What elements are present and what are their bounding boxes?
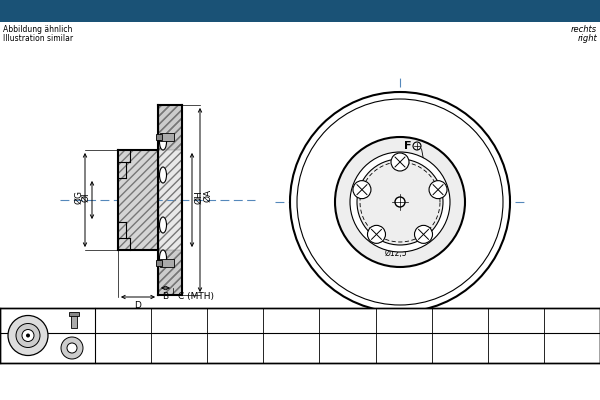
Ellipse shape	[160, 167, 167, 183]
Bar	[158, 250, 182, 295]
Text: G: G	[455, 314, 464, 327]
Text: F: F	[404, 141, 412, 151]
Text: ØA: ØA	[203, 188, 212, 202]
Bar	[158, 105, 182, 150]
Text: E: E	[343, 314, 352, 327]
Ellipse shape	[160, 250, 167, 266]
Text: ØH: ØH	[194, 190, 203, 204]
Circle shape	[395, 197, 405, 207]
Text: ØI: ØI	[81, 192, 90, 202]
Circle shape	[67, 343, 77, 353]
Circle shape	[16, 324, 40, 348]
Text: rechts: rechts	[571, 25, 597, 34]
Text: A: A	[118, 314, 128, 327]
Text: ØE: ØE	[405, 187, 421, 197]
Circle shape	[290, 92, 510, 312]
Text: 79,0: 79,0	[448, 343, 471, 353]
Circle shape	[22, 330, 34, 342]
Text: Illustration similar: Illustration similar	[3, 34, 73, 43]
Circle shape	[357, 159, 443, 245]
Circle shape	[367, 225, 385, 243]
Text: F(x): F(x)	[391, 314, 417, 327]
Ellipse shape	[160, 134, 167, 150]
Bar	[158, 105, 182, 295]
Text: C (MTH): C (MTH)	[178, 292, 214, 301]
Ellipse shape	[160, 217, 167, 233]
Bar	[160, 133, 174, 141]
Bar	[118, 150, 158, 250]
Text: right: right	[577, 34, 597, 43]
Text: 155,0: 155,0	[501, 343, 531, 353]
Bar	[158, 250, 182, 295]
Bar	[158, 105, 182, 117]
Text: 52,5: 52,5	[280, 343, 303, 353]
Bar	[160, 259, 174, 267]
Circle shape	[8, 316, 48, 356]
Text: 24.0128-0205.2: 24.0128-0205.2	[89, 4, 230, 18]
Bar	[158, 283, 182, 295]
Text: D: D	[287, 314, 296, 327]
Bar	[0, 35, 590, 310]
Circle shape	[429, 181, 447, 199]
Text: 14,5: 14,5	[560, 343, 584, 353]
Circle shape	[415, 225, 433, 243]
Bar	[118, 150, 158, 250]
Bar	[71, 314, 77, 328]
Circle shape	[26, 334, 30, 338]
Text: Abbildung ähnlich: Abbildung ähnlich	[3, 25, 73, 34]
Text: C: C	[231, 314, 239, 327]
Text: Ø12,5: Ø12,5	[385, 249, 407, 258]
Circle shape	[391, 153, 409, 171]
Circle shape	[61, 337, 83, 359]
Text: 28,0: 28,0	[167, 343, 191, 353]
Bar	[0, 308, 600, 363]
Bar	[158, 105, 182, 295]
Bar	[156, 260, 162, 266]
Bar	[69, 312, 79, 316]
Text: 120,0: 120,0	[332, 343, 362, 353]
Text: D: D	[134, 301, 142, 310]
Text: I: I	[570, 314, 574, 327]
Text: H: H	[511, 314, 521, 327]
Text: 26,4: 26,4	[224, 343, 247, 353]
Bar	[0, 0, 600, 22]
Circle shape	[350, 152, 450, 252]
Text: 315,0: 315,0	[108, 343, 138, 353]
Bar	[156, 134, 162, 140]
Bar	[158, 105, 182, 150]
Text: ØG: ØG	[74, 190, 83, 204]
Text: B: B	[162, 292, 168, 301]
Circle shape	[353, 181, 371, 199]
Text: B: B	[175, 314, 184, 327]
Text: 5: 5	[400, 343, 407, 353]
Circle shape	[335, 137, 465, 267]
Text: 428205: 428205	[326, 4, 394, 18]
